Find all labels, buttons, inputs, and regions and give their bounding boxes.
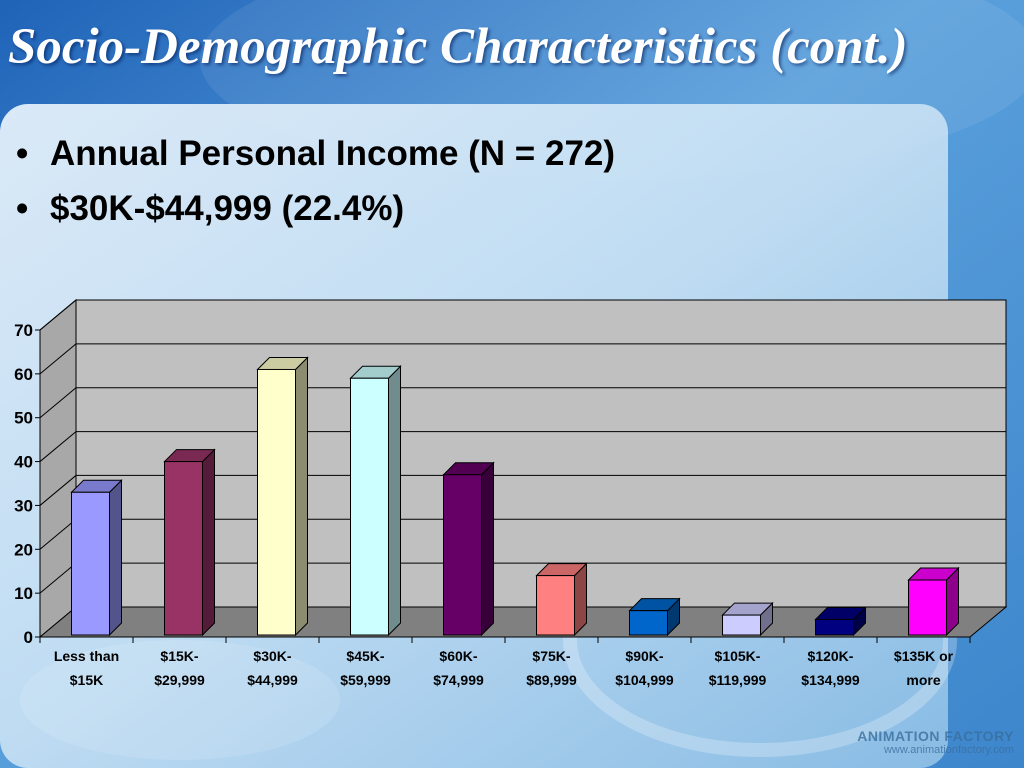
- bar: [629, 610, 668, 636]
- x-category-label: $89,999: [526, 672, 577, 688]
- bar: [815, 618, 854, 636]
- bullet-item: • $30K-$44,999 (22.4%): [14, 181, 615, 236]
- x-category-label: $30K-: [253, 648, 291, 664]
- x-category-label: $15K: [70, 672, 103, 688]
- x-category-label: $134,999: [801, 672, 860, 688]
- watermark-brand: ANIMATION FACTORY: [857, 728, 1014, 744]
- bar: [536, 575, 575, 636]
- x-category-label: Less than: [54, 648, 119, 664]
- x-category-label: $120K-: [808, 648, 854, 664]
- x-category-label: $135K or: [894, 648, 954, 664]
- x-category-label: $74,999: [433, 672, 484, 688]
- x-category-label: $59,999: [340, 672, 391, 688]
- y-tick-label: 20: [14, 540, 33, 559]
- bar: [164, 461, 203, 636]
- y-tick-label: 60: [14, 365, 33, 384]
- gridline: [39, 387, 1006, 419]
- bar-side: [295, 356, 308, 637]
- bullet-list: • Annual Personal Income (N = 272) • $30K-…: [14, 126, 615, 236]
- bar-side: [388, 365, 401, 637]
- watermark: ANIMATION FACTORY www.animationfactory.c…: [857, 728, 1014, 756]
- bar: [443, 474, 482, 636]
- x-category-label: $105K-: [715, 648, 761, 664]
- gridline: [39, 474, 1006, 506]
- x-category-label: $119,999: [709, 672, 767, 688]
- y-tick-label: 40: [14, 453, 33, 472]
- y-tick-label: 30: [14, 496, 33, 515]
- gridline: [39, 299, 1006, 331]
- x-category-label: $60K-: [439, 648, 477, 664]
- plot-back-wall: [75, 299, 1007, 608]
- bar: [257, 368, 296, 636]
- y-tick-label: 70: [14, 321, 33, 340]
- y-tick-label: 50: [14, 409, 33, 428]
- bullet-dot-icon: •: [16, 134, 29, 173]
- x-category-label: $75K-: [532, 648, 570, 664]
- x-category-label: $15K-: [160, 648, 198, 664]
- bar: [908, 579, 947, 636]
- y-tick-label: 0: [24, 628, 33, 647]
- bar-side: [109, 479, 122, 637]
- bullet-text: $30K-$44,999 (22.4%): [50, 189, 405, 228]
- y-tick-label: 10: [14, 584, 33, 603]
- gridline: [39, 343, 1006, 375]
- bullet-item: • Annual Personal Income (N = 272): [14, 126, 615, 181]
- bullet-dot-icon: •: [16, 189, 29, 228]
- x-category-label: more: [906, 672, 940, 688]
- x-category-label: $29,999: [154, 672, 205, 688]
- x-category-label: $90K-: [625, 648, 663, 664]
- bar-side: [481, 461, 494, 637]
- bar-side: [202, 448, 215, 637]
- slide-title: Socio-Demographic Characteristics (cont.…: [8, 19, 908, 75]
- x-category-label: $104,999: [615, 672, 674, 688]
- gridline: [39, 431, 1006, 462]
- bar: [350, 377, 389, 636]
- bullet-text: Annual Personal Income (N = 272): [50, 134, 616, 173]
- plot-side-wall: [39, 298, 77, 639]
- bar: [722, 614, 761, 636]
- bar: [71, 491, 110, 636]
- x-category-label: $44,999: [247, 672, 298, 688]
- income-bar-chart: 0 10 20 30 40 50 60 70 Less than $15K $15K- $29,999…: [14, 298, 1008, 688]
- x-category-label: $45K-: [346, 648, 384, 664]
- watermark-url: www.animationfactory.com: [883, 744, 1014, 756]
